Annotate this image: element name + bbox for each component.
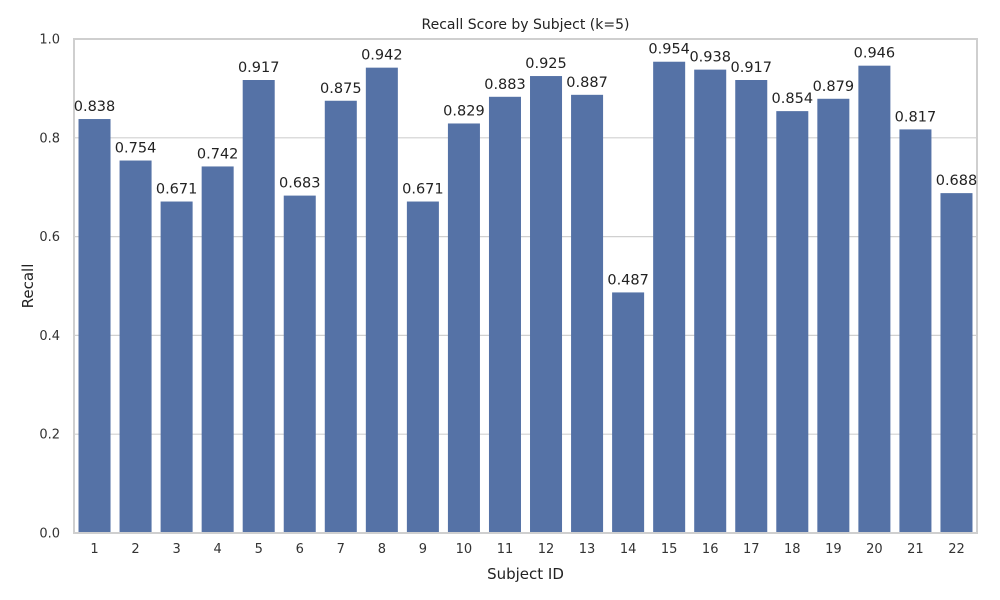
x-tick-label: 18 — [784, 542, 801, 557]
bar-subject-4 — [201, 166, 234, 533]
bar-subject-14 — [612, 292, 645, 533]
x-tick-label: 14 — [620, 542, 637, 557]
chart-title: Recall Score by Subject (k=5) — [422, 17, 630, 33]
bar-subject-15 — [653, 61, 686, 533]
data-label: 0.946 — [854, 46, 896, 62]
x-tick-label: 4 — [214, 542, 222, 557]
x-tick-label: 15 — [661, 542, 678, 557]
data-label: 0.671 — [156, 182, 198, 198]
data-label: 0.688 — [936, 173, 978, 189]
bar-subject-13 — [571, 94, 604, 534]
data-label: 0.954 — [648, 42, 690, 58]
data-label: 0.887 — [566, 75, 608, 91]
data-label: 0.754 — [115, 141, 157, 157]
bar-subject-7 — [324, 100, 357, 533]
x-tick-label: 10 — [456, 542, 473, 557]
bar-subject-5 — [242, 80, 275, 533]
y-axis-ticks: 0.0 0.2 0.4 0.6 0.8 1.0 — [39, 33, 60, 542]
x-tick-label: 21 — [907, 542, 924, 557]
bars-group — [78, 61, 973, 534]
data-label: 0.942 — [361, 48, 403, 64]
y-tick-label: 1.0 — [39, 33, 60, 48]
bar-subject-21 — [899, 129, 932, 534]
y-tick-label: 0.8 — [39, 131, 60, 146]
x-tick-label: 13 — [579, 542, 596, 557]
bar-subject-16 — [694, 69, 727, 534]
data-label: 0.838 — [74, 99, 116, 115]
x-tick-label: 5 — [255, 542, 263, 557]
x-tick-label: 3 — [172, 542, 180, 557]
data-label: 0.854 — [772, 91, 814, 107]
x-axis-ticks: 1 2 3 4 5 6 7 8 9 10 11 12 13 14 15 16 17 18 19 20 21 22 — [90, 542, 964, 557]
bar-subject-11 — [488, 96, 521, 533]
bar-subject-8 — [365, 67, 398, 533]
x-axis-label: Subject ID — [487, 565, 564, 583]
x-tick-label: 19 — [825, 542, 842, 557]
data-label: 0.829 — [443, 103, 485, 119]
y-tick-label: 0.4 — [39, 329, 60, 344]
bar-subject-22 — [940, 193, 973, 534]
data-label: 0.487 — [607, 272, 649, 288]
x-tick-label: 12 — [538, 542, 555, 557]
x-tick-label: 17 — [743, 542, 760, 557]
x-tick-label: 7 — [337, 542, 345, 557]
y-tick-label: 0.2 — [39, 428, 60, 443]
data-label: 0.925 — [525, 56, 567, 72]
bar-subject-18 — [776, 111, 809, 534]
x-tick-label: 6 — [296, 542, 304, 557]
data-label: 0.917 — [238, 60, 280, 76]
x-tick-label: 8 — [378, 542, 386, 557]
bar-subject-17 — [735, 80, 768, 533]
data-label: 0.938 — [689, 50, 731, 66]
y-axis-label: Recall — [19, 264, 37, 309]
x-tick-label: 22 — [948, 542, 965, 557]
data-label: 0.879 — [813, 79, 855, 95]
data-label: 0.671 — [402, 182, 444, 198]
x-tick-label: 9 — [419, 542, 427, 557]
bar-subject-6 — [283, 195, 316, 533]
data-label: 0.917 — [730, 60, 772, 76]
bar-subject-3 — [160, 201, 193, 533]
bar-subject-12 — [530, 76, 563, 534]
bar-subject-1 — [78, 119, 111, 533]
data-label: 0.742 — [197, 146, 239, 162]
bar-subject-9 — [406, 201, 439, 533]
x-tick-label: 2 — [131, 542, 139, 557]
x-tick-label: 11 — [497, 542, 514, 557]
bar-subject-2 — [119, 160, 152, 534]
x-tick-label: 20 — [866, 542, 883, 557]
data-label: 0.683 — [279, 176, 321, 192]
data-label: 0.883 — [484, 77, 526, 93]
bar-subject-20 — [858, 65, 891, 534]
x-tick-label: 1 — [90, 542, 98, 557]
y-tick-label: 0.6 — [39, 230, 60, 245]
data-labels-group: 0.838 0.754 0.671 0.742 0.917 0.683 0.875 0.942… — [74, 42, 977, 289]
x-tick-label: 16 — [702, 542, 719, 557]
plot-frame — [73, 38, 978, 534]
y-tick-label: 0.0 — [39, 527, 60, 542]
bar-subject-19 — [817, 98, 850, 534]
data-label: 0.875 — [320, 81, 362, 97]
bar-subject-10 — [447, 123, 480, 533]
data-label: 0.817 — [895, 109, 937, 125]
